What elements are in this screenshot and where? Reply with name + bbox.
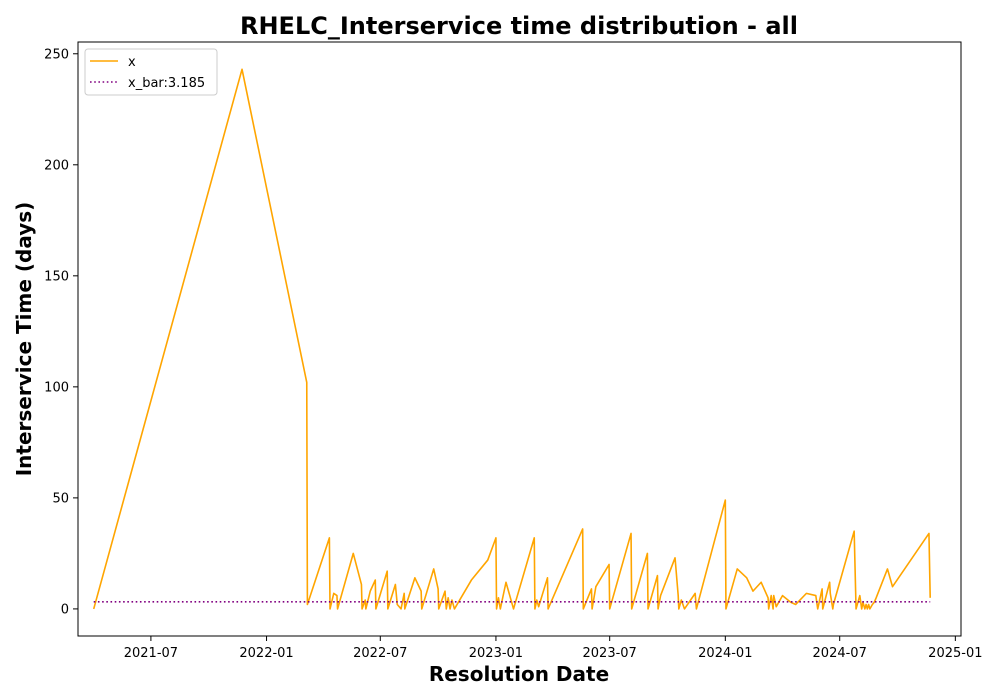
legend-label: x [128,55,136,70]
x-tick-label: 2025-01 [928,646,982,661]
y-axis-label: Interservice Time (days) [12,202,36,477]
x-axis-label: Resolution Date [429,662,609,686]
y-axis: 0 50 100 150 200 250 [44,47,78,617]
plot-area [92,68,931,610]
y-tick-label: 0 [61,602,69,617]
legend-label: x_bar:3.185 [128,76,205,91]
x-tick-label: 2024-01 [698,646,752,661]
y-tick-label: 200 [44,158,69,173]
y-tick-label: 250 [44,47,69,62]
plot-frame [77,41,962,637]
series-line-x [92,68,931,610]
x-tick-label: 2023-01 [469,646,523,661]
legend: x x_bar:3.185 [84,48,218,96]
x-tick-label: 2022-01 [239,646,293,661]
x-tick-label: 2021-07 [124,646,178,661]
x-tick-label: 2022-07 [353,646,407,661]
x-axis: 2021-07 2022-01 2022-07 2023-01 2023-07 2024-… [124,636,983,661]
y-tick-label: 100 [44,380,69,395]
chart-title: RHELC_Interservice time distribution - a… [240,12,798,40]
x-tick-label: 2023-07 [583,646,637,661]
x-tick-label: 2024-07 [813,646,867,661]
y-tick-label: 50 [52,491,69,506]
y-tick-label: 150 [44,269,69,284]
